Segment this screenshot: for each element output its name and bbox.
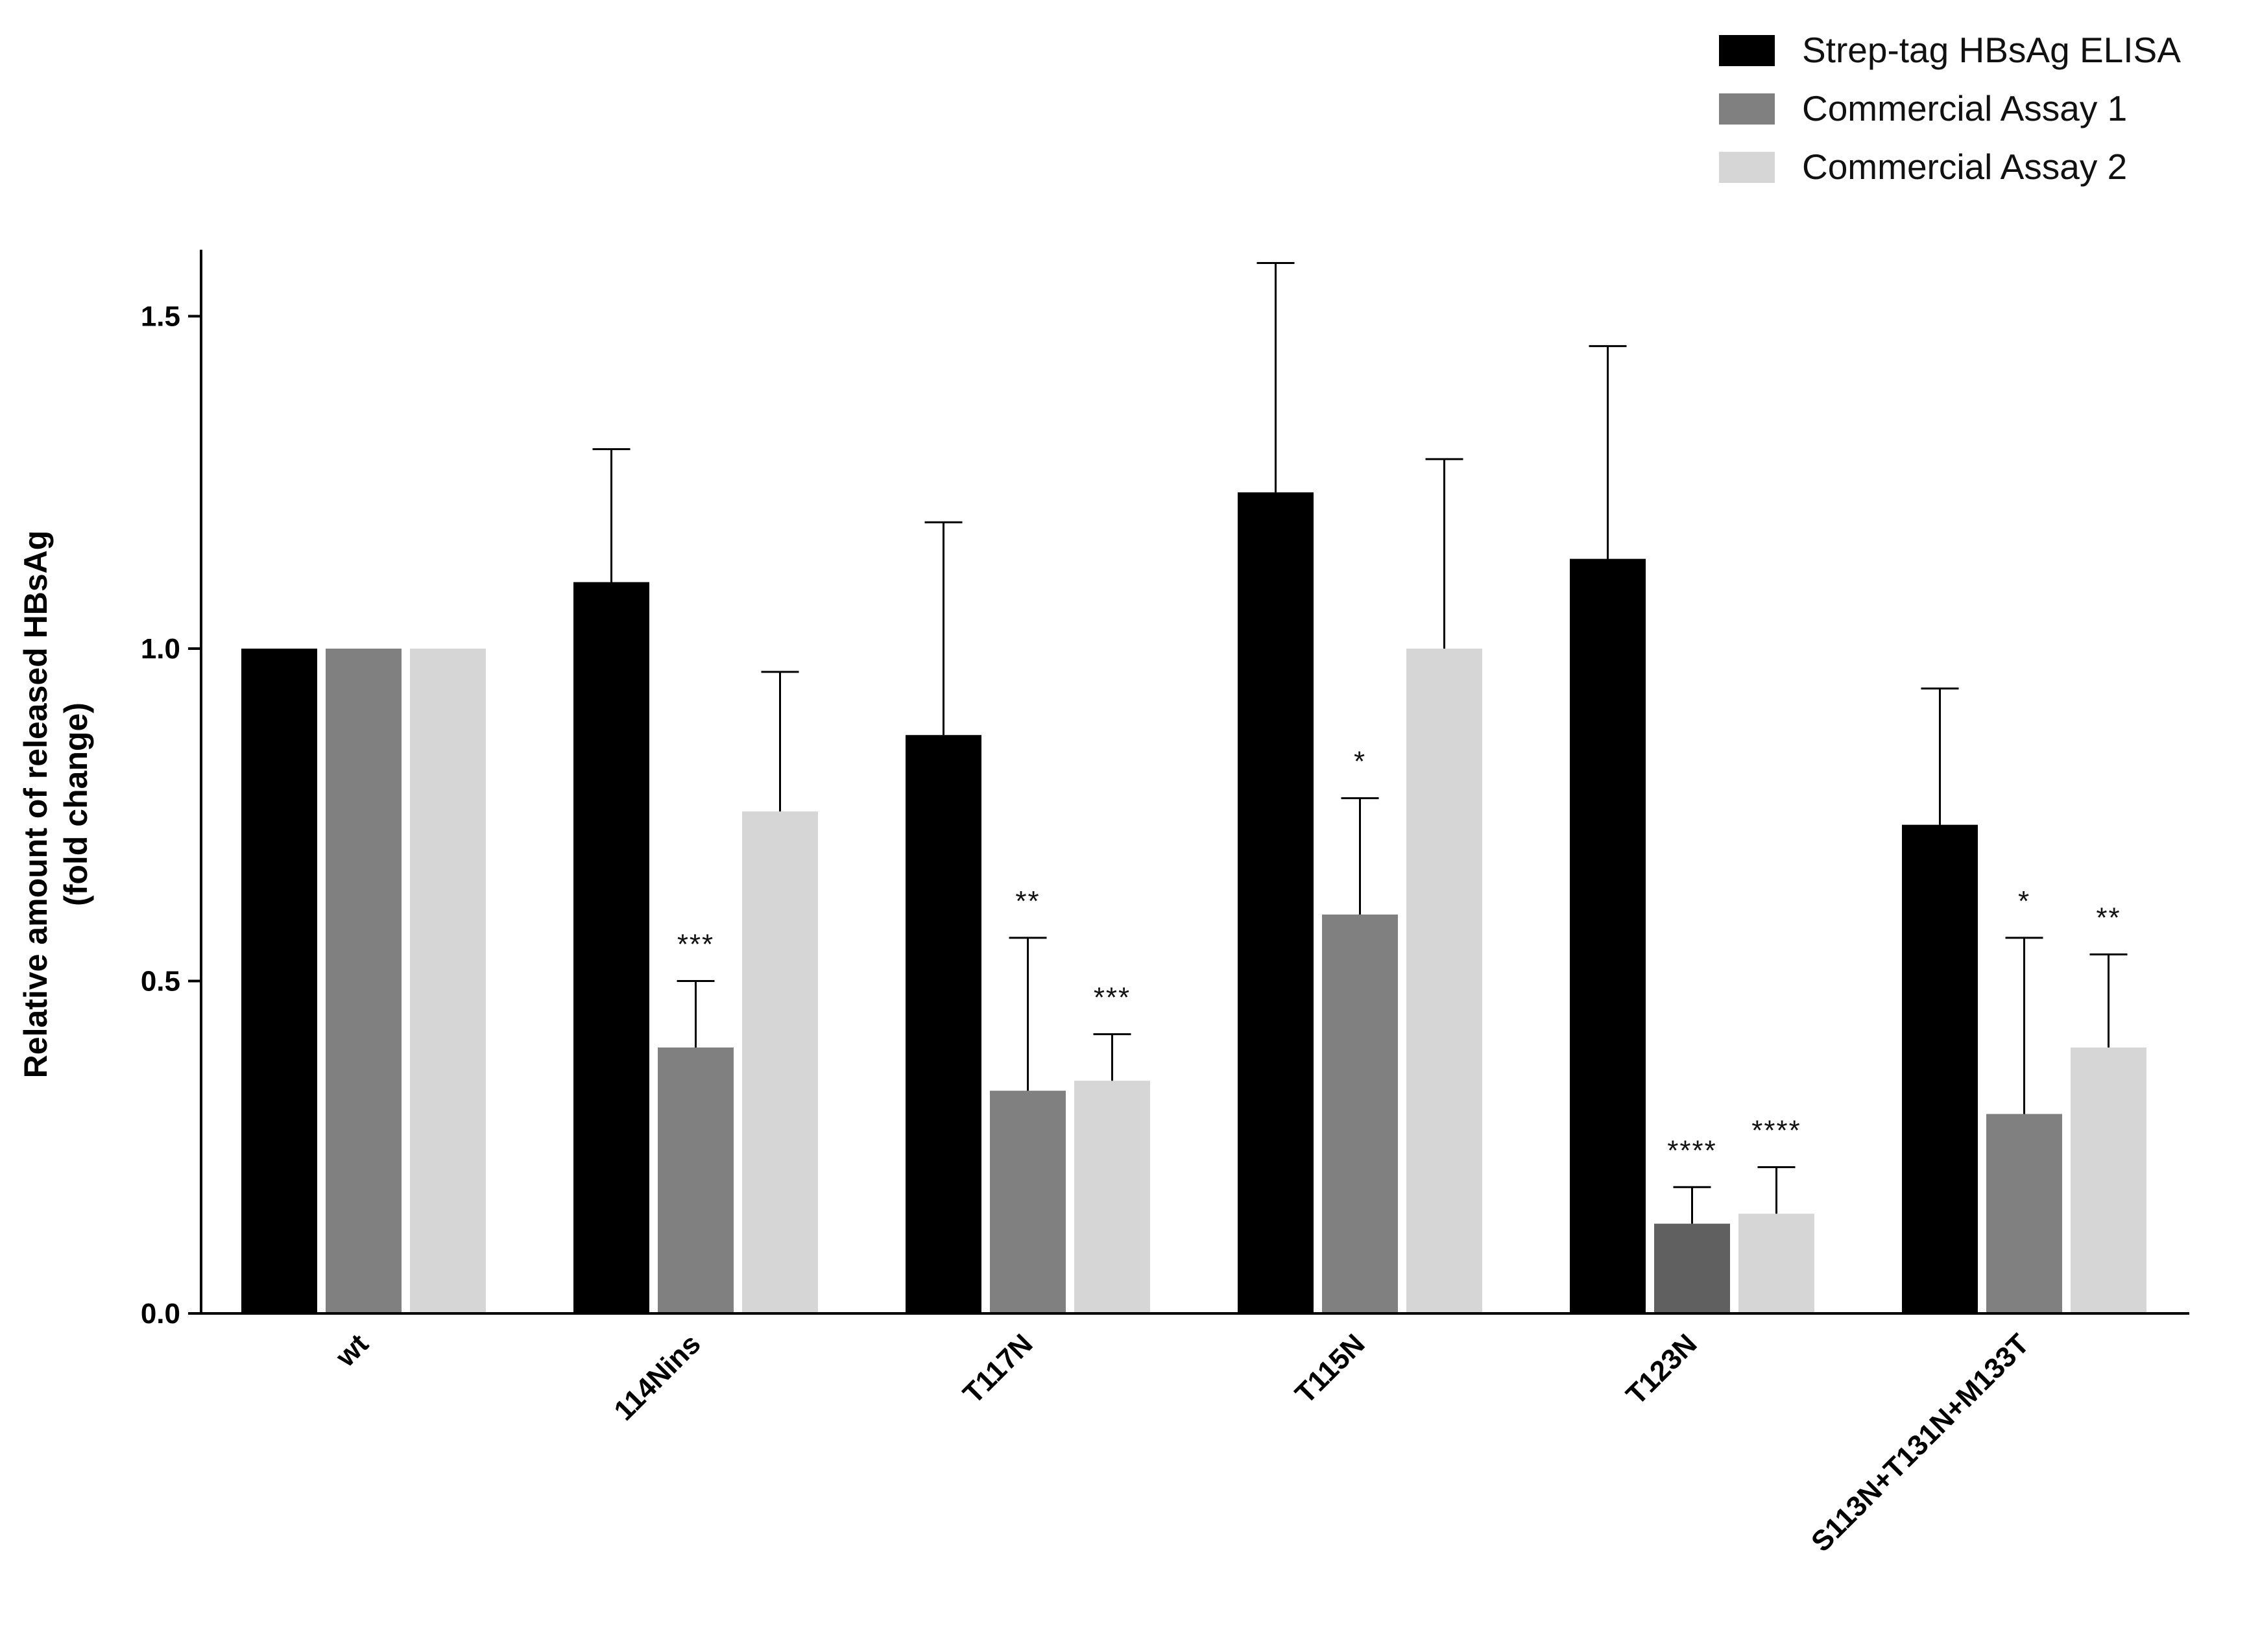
category-label: T117N (957, 1328, 1039, 1409)
bar (2071, 1047, 2146, 1313)
category-label: S113N+T131N+M133T (1805, 1328, 2036, 1558)
significance-mark: *** (677, 929, 714, 961)
significance-mark: ** (2096, 902, 2121, 934)
legend-swatch (1719, 35, 1775, 66)
bar (1322, 915, 1398, 1313)
category-label: T123N (1620, 1328, 1703, 1411)
y-axis-label: Relative amount of released HBsAg (fold c… (18, 531, 94, 1079)
error-bars-group (592, 262, 2128, 1224)
y-axis-label-line: (fold change) (58, 702, 94, 906)
category-labels: wt 114Nins T117N T115N T123N S113N+T131N+M133… (330, 1328, 2036, 1558)
legend-swatch (1719, 93, 1775, 125)
significance-mark: **** (1751, 1115, 1801, 1147)
bar (658, 1047, 734, 1313)
legend-swatch (1719, 152, 1775, 183)
bar (1902, 824, 1978, 1313)
y-tick-label: 0.5 (141, 966, 180, 998)
significance-marks-group: ******************** (677, 746, 2121, 1167)
bar (990, 1090, 1066, 1313)
y-tick-label: 1.0 (141, 633, 180, 665)
bar (241, 649, 317, 1313)
bar (573, 582, 649, 1313)
bar (410, 649, 486, 1313)
legend-label: Commercial Assay 2 (1802, 147, 2127, 187)
axes (200, 250, 2189, 1315)
significance-mark: *** (1094, 982, 1131, 1014)
bar (1738, 1214, 1814, 1313)
significance-mark: * (2018, 885, 2030, 917)
bar (742, 811, 818, 1313)
category-label: 114Nins (608, 1328, 706, 1426)
y-tick-label: 1.5 (141, 301, 180, 333)
legend: Strep-tag HBsAg ELISA Commercial Assay 1 C… (1719, 30, 2181, 187)
significance-mark: **** (1667, 1134, 1717, 1166)
legend-label: Strep-tag HBsAg ELISA (1802, 30, 2181, 70)
bar (326, 649, 402, 1313)
y-axis-ticks: 0.0 0.5 1.0 1.5 (141, 301, 201, 1330)
bar (1074, 1081, 1150, 1313)
category-label: wt (330, 1328, 375, 1373)
significance-mark: ** (1015, 885, 1040, 917)
bar (1654, 1223, 1730, 1313)
category-label: T115N (1289, 1328, 1371, 1409)
y-tick-label: 0.0 (141, 1298, 180, 1330)
legend-label: Commercial Assay 1 (1802, 88, 2127, 128)
bar (1238, 492, 1314, 1313)
bar (906, 735, 981, 1313)
bar (1986, 1114, 2062, 1313)
bar (1406, 649, 1482, 1313)
significance-mark: * (1354, 746, 1366, 778)
bars-group (241, 492, 2146, 1313)
bar (1570, 558, 1646, 1313)
y-axis-label-line: Relative amount of released HBsAg (18, 531, 54, 1079)
